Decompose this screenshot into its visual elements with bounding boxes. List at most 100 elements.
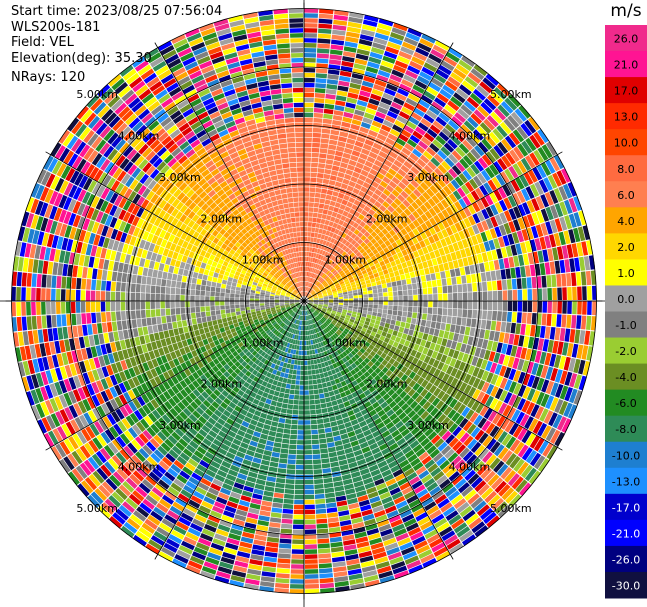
range-gate: [337, 505, 349, 512]
range-gate: [371, 120, 382, 129]
range-gate: [198, 428, 208, 438]
range-gate: [377, 216, 385, 224]
range-gate: [566, 273, 572, 287]
range-gate: [332, 29, 346, 36]
range-gate: [559, 259, 566, 273]
range-gate: [325, 321, 330, 326]
range-gate: [312, 217, 317, 223]
range-gate: [135, 451, 146, 463]
range-gate: [566, 314, 572, 328]
range-gate: [218, 492, 230, 501]
range-gate: [286, 409, 293, 415]
range-gate: [251, 356, 258, 363]
range-gate: [294, 494, 304, 500]
range-gate: [511, 409, 521, 422]
range-gate: [348, 321, 354, 326]
range-gate: [427, 417, 437, 427]
range-gate: [476, 391, 486, 402]
range-gate: [526, 277, 532, 289]
range-gate: [428, 301, 433, 308]
range-gate: [311, 290, 315, 295]
range-gate: [326, 287, 331, 291]
range-gate: [403, 125, 415, 134]
range-gate: [307, 277, 309, 282]
range-gate: [374, 434, 384, 442]
range-gate: [316, 321, 320, 327]
range-gate: [420, 553, 435, 564]
range-gate: [517, 371, 526, 384]
range-gate: [325, 264, 330, 269]
range-gate: [473, 175, 483, 187]
range-gate: [186, 404, 195, 414]
range-gate: [451, 165, 462, 176]
range-gate: [354, 330, 360, 336]
range-gate: [306, 287, 309, 292]
range-gate: [374, 374, 381, 382]
range-gate: [304, 484, 314, 490]
range-gate: [282, 330, 287, 335]
range-gate: [468, 517, 482, 530]
range-gate: [197, 394, 206, 403]
range-gate: [388, 168, 397, 176]
range-gate: [360, 367, 367, 374]
range-gate: [172, 501, 185, 512]
range-gate: [420, 168, 430, 178]
range-gate: [341, 157, 350, 164]
range-gate: [478, 432, 489, 444]
range-gate: [301, 325, 303, 331]
range-gate: [505, 268, 511, 279]
range-gate: [258, 343, 265, 349]
range-gate: [354, 183, 362, 190]
range-gate: [316, 358, 321, 364]
range-gate: [318, 298, 324, 300]
range-gate: [192, 324, 199, 331]
range-gate: [485, 151, 497, 163]
range-gate: [108, 495, 121, 508]
range-gate: [160, 442, 171, 453]
range-gate: [374, 417, 383, 426]
range-gate: [363, 324, 369, 329]
range-gate: [295, 479, 304, 485]
range-gate: [425, 57, 440, 68]
range-gate: [315, 281, 320, 286]
range-gate: [352, 222, 359, 229]
range-gate: [415, 351, 422, 359]
range-gate: [481, 169, 491, 182]
range-gate: [397, 343, 404, 350]
range-gate: [582, 286, 587, 300]
range-gate: [270, 456, 280, 463]
range-gate: [385, 184, 394, 193]
range-gate: [426, 244, 434, 253]
range-gate: [304, 305, 305, 311]
range-gate: [322, 291, 327, 294]
range-gate: [358, 95, 370, 103]
range-gate: [158, 551, 174, 562]
range-gate: [404, 225, 412, 233]
range-gate: [356, 458, 367, 466]
range-gate: [444, 448, 455, 459]
range-gate: [248, 366, 255, 373]
range-gate: [234, 405, 242, 413]
range-gate: [360, 29, 375, 37]
range-gate: [276, 325, 281, 331]
range-gate: [467, 398, 476, 409]
range-gate: [413, 107, 425, 118]
range-gate: [310, 329, 313, 335]
range-gate: [252, 398, 260, 405]
range-gate: [343, 111, 354, 119]
range-gate: [308, 375, 313, 380]
range-gate: [380, 60, 394, 69]
range-gate: [448, 193, 458, 203]
range-gate: [479, 184, 489, 196]
range-gate: [325, 355, 330, 361]
range-gate: [461, 317, 467, 326]
range-gate: [263, 490, 274, 497]
range-gate: [318, 283, 322, 288]
range-gate: [289, 311, 294, 315]
range-gate: [453, 522, 468, 534]
range-gate: [404, 490, 416, 500]
range-gate: [523, 172, 534, 185]
range-gate: [314, 399, 321, 405]
range-gate: [394, 185, 403, 194]
range-gate: [321, 330, 326, 335]
